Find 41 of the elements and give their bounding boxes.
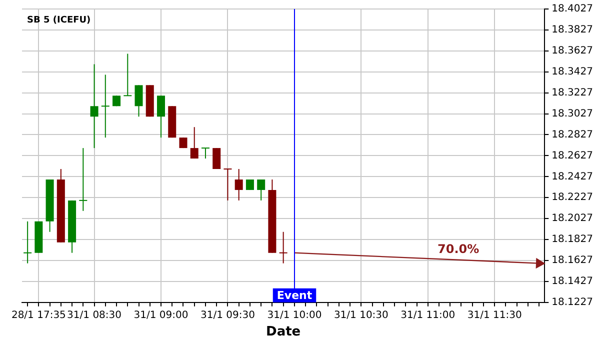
- y-tick-label: 18.1227: [552, 296, 594, 308]
- y-tick-label: 18.2027: [552, 213, 594, 224]
- candlestick: [234, 168, 243, 201]
- ref-line-label: Event: [276, 288, 312, 302]
- x-tick-label: 31/1 09:00: [134, 310, 188, 321]
- x-tick-label: 31/1 08:30: [67, 310, 122, 321]
- candlestick: [157, 95, 166, 138]
- x-tick-label: 31/1 10:30: [334, 310, 388, 321]
- text: SB 5 (ICEFU): [27, 15, 91, 26]
- y-tick-label: 18.2627: [552, 150, 594, 162]
- candlestick: [212, 148, 221, 170]
- y-tick-label: 18.3427: [552, 66, 594, 78]
- y-tick-label: 18.1427: [552, 276, 594, 288]
- y-tick-label: 18.3827: [552, 24, 594, 36]
- y-tick-label: 18.2827: [552, 129, 594, 140]
- candlestick: [223, 168, 232, 201]
- candlestick: [200, 148, 210, 160]
- y-tick-label: 18.3027: [552, 108, 594, 120]
- candlestick: [278, 231, 288, 264]
- x-axis-title: Date: [266, 324, 301, 340]
- candlestick: [100, 74, 110, 138]
- y-tick-label: 18.2227: [552, 192, 594, 204]
- x-tick-label: 31/1 11:00: [400, 310, 456, 321]
- y-tick-label: 18.1627: [552, 255, 594, 266]
- candlestick: [90, 64, 98, 149]
- x-tick-label: 31/1 09:30: [200, 310, 255, 321]
- candlestick: [257, 178, 266, 201]
- x-tick-label: 31/1 11:30: [467, 310, 522, 321]
- x-tick-label: 31/1 10:00: [267, 310, 322, 321]
- y-tick-label: 18.3227: [552, 87, 594, 98]
- candlestick: [190, 126, 198, 160]
- x-tick-label: 28/1 17:35: [11, 310, 66, 321]
- candlestick: [123, 53, 132, 96]
- annotation: 70.0%: [438, 242, 480, 256]
- y-tick-label: 18.2427: [552, 171, 594, 182]
- candlestick: [23, 220, 32, 264]
- y-tick-label: 18.4027: [552, 4, 594, 15]
- y-tick-label: 18.1827: [552, 234, 594, 246]
- candlestick: [78, 148, 88, 212]
- y-tick-label: 18.3627: [552, 46, 594, 57]
- candlestick: [134, 84, 143, 118]
